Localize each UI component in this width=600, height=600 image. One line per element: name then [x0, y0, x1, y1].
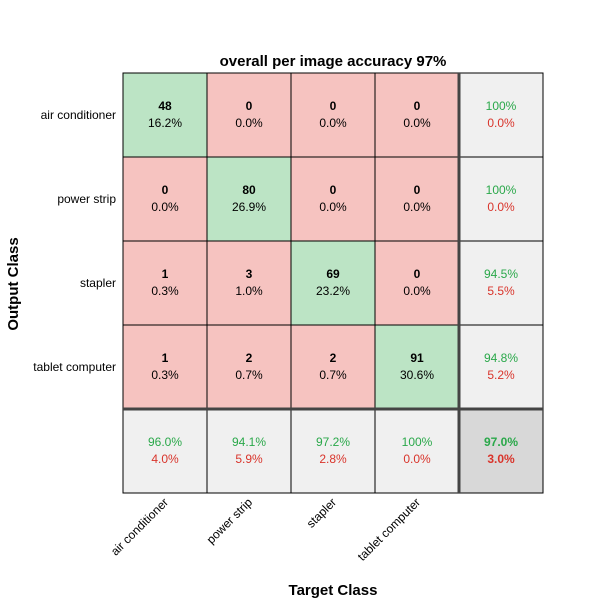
cell-count: 3 [246, 267, 253, 281]
matrix-cell [374, 324, 460, 410]
cell-count: 0 [414, 267, 421, 281]
cell-count: 0 [246, 99, 253, 113]
row-label: tablet computer [33, 360, 116, 374]
matrix-cell [206, 72, 292, 158]
column-summary-cell [206, 408, 292, 494]
y-axis-label: Output Class [5, 237, 22, 330]
column-correct-rate: 94.1% [232, 435, 266, 449]
column-correct-rate: 96.0% [148, 435, 182, 449]
cell-percent: 0.7% [319, 368, 347, 382]
chart-title: overall per image accuracy 97% [220, 53, 447, 70]
column-error-rate: 4.0% [151, 452, 179, 466]
cell-percent: 0.0% [403, 116, 431, 130]
cell-count: 0 [162, 183, 169, 197]
row-labels: air conditioner power strip stapler tablet … [33, 108, 116, 374]
matrix-cell [122, 72, 208, 158]
cell-percent: 0.0% [319, 116, 347, 130]
cell-percent: 0.3% [151, 368, 179, 382]
matrix-cell [122, 324, 208, 410]
row-correct-rate: 94.5% [484, 267, 518, 281]
column-label: air conditioner [108, 495, 171, 558]
cell-count: 0 [330, 99, 337, 113]
cell-count: 0 [414, 99, 421, 113]
cell-count: 0 [330, 183, 337, 197]
row-summary-cell [458, 324, 544, 410]
cell-percent: 0.3% [151, 284, 179, 298]
column-summary-cell [374, 408, 460, 494]
matrix-cell [122, 240, 208, 326]
matrix-cell [374, 72, 460, 158]
row-correct-rate: 94.8% [484, 351, 518, 365]
matrix-cells: 48 16.2% 0 0.0% 0 0.0% 0 0.0% 0 0.0% 80 26.9% 0 0.0% 0… [122, 72, 544, 494]
cell-percent: 23.2% [316, 284, 350, 298]
cell-percent: 0.0% [151, 200, 179, 214]
cell-count: 91 [410, 351, 424, 365]
column-label: tablet computer [355, 495, 423, 563]
row-label: air conditioner [41, 108, 116, 122]
column-label: stapler [304, 495, 339, 530]
cell-count: 48 [158, 99, 172, 113]
matrix-cell [290, 240, 376, 326]
cell-count: 2 [330, 351, 337, 365]
row-error-rate: 5.2% [487, 368, 515, 382]
cell-count: 80 [242, 183, 256, 197]
cell-percent: 16.2% [148, 116, 182, 130]
matrix-cell [122, 156, 208, 242]
cell-percent: 30.6% [400, 368, 434, 382]
column-label: power strip [204, 495, 256, 547]
matrix-cell [290, 324, 376, 410]
column-summary-cell [290, 408, 376, 494]
row-summary-cell [458, 240, 544, 326]
column-summary-cell [122, 408, 208, 494]
row-correct-rate: 100% [486, 99, 517, 113]
column-error-rate: 2.8% [319, 452, 347, 466]
matrix-cell [290, 72, 376, 158]
matrix-cell [374, 156, 460, 242]
column-error-rate: 0.0% [403, 452, 431, 466]
row-error-rate: 0.0% [487, 116, 515, 130]
cell-count: 1 [162, 351, 169, 365]
cell-percent: 0.0% [403, 284, 431, 298]
overall-cell [458, 408, 544, 494]
column-labels: air conditioner power strip stapler tablet … [108, 495, 423, 564]
cell-percent: 0.0% [235, 116, 263, 130]
x-axis-label: Target Class [289, 582, 378, 599]
cell-count: 0 [414, 183, 421, 197]
matrix-cell [206, 156, 292, 242]
matrix-cell [290, 156, 376, 242]
overall-correct-rate: 97.0% [484, 435, 518, 449]
column-correct-rate: 97.2% [316, 435, 350, 449]
overall-error-rate: 3.0% [487, 452, 515, 466]
row-error-rate: 0.0% [487, 200, 515, 214]
cell-count: 1 [162, 267, 169, 281]
column-correct-rate: 100% [402, 435, 433, 449]
cell-percent: 0.7% [235, 368, 263, 382]
matrix-cell [374, 240, 460, 326]
row-summary-cell [458, 72, 544, 158]
cell-percent: 1.0% [235, 284, 263, 298]
row-correct-rate: 100% [486, 183, 517, 197]
matrix-cell [206, 324, 292, 410]
cell-count: 2 [246, 351, 253, 365]
row-error-rate: 5.5% [487, 284, 515, 298]
cell-percent: 0.0% [403, 200, 431, 214]
row-label: power strip [57, 192, 116, 206]
row-summary-cell [458, 156, 544, 242]
row-label: stapler [80, 276, 116, 290]
cell-percent: 26.9% [232, 200, 266, 214]
cell-percent: 0.0% [319, 200, 347, 214]
column-error-rate: 5.9% [235, 452, 263, 466]
cell-count: 69 [326, 267, 340, 281]
matrix-cell [206, 240, 292, 326]
